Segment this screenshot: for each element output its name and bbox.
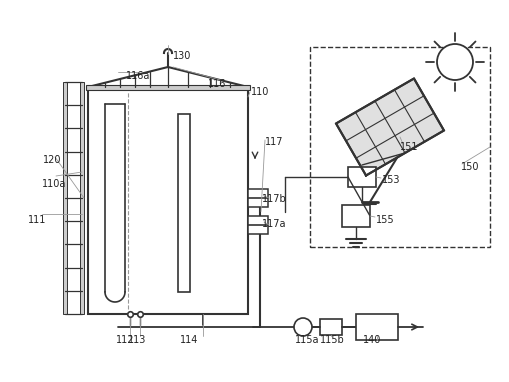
Bar [178, 114, 190, 292]
Text: 110a: 110a [42, 179, 66, 189]
Bar [355, 314, 397, 340]
Text: 120: 120 [43, 155, 62, 165]
Text: 140: 140 [362, 335, 381, 345]
Text: 117: 117 [265, 137, 283, 147]
Text: 151: 151 [399, 142, 418, 152]
Bar [86, 85, 249, 90]
Bar [247, 216, 267, 234]
Bar [63, 82, 67, 314]
Text: 116: 116 [208, 79, 226, 89]
Text: 116a: 116a [126, 71, 150, 81]
Text: 113: 113 [128, 335, 146, 345]
Text: 114: 114 [180, 335, 198, 345]
Bar [80, 82, 84, 314]
Bar [88, 87, 247, 314]
Text: 153: 153 [381, 175, 400, 185]
Bar [319, 319, 342, 335]
Text: 130: 130 [173, 51, 191, 61]
Polygon shape [335, 79, 443, 175]
Circle shape [436, 44, 472, 80]
Bar [247, 189, 267, 207]
Bar [309, 47, 489, 247]
Text: 110: 110 [250, 87, 269, 97]
Text: 150: 150 [460, 162, 478, 172]
Text: 112: 112 [116, 335, 134, 345]
Bar [347, 167, 375, 187]
Text: 117a: 117a [262, 219, 286, 229]
Text: 115b: 115b [319, 335, 344, 345]
Text: 115a: 115a [294, 335, 319, 345]
Text: 111: 111 [28, 215, 46, 225]
Text: 117b: 117b [262, 194, 286, 204]
Circle shape [293, 318, 312, 336]
Bar [342, 205, 369, 227]
Text: 155: 155 [375, 215, 394, 225]
